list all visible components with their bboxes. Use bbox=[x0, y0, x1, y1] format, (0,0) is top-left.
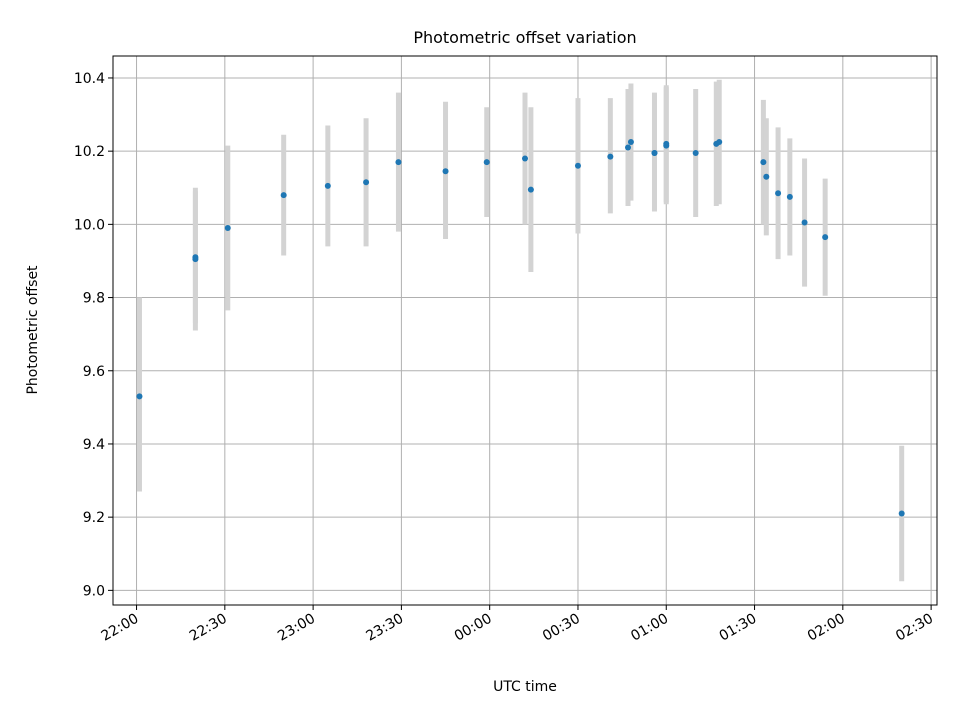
data-point bbox=[760, 159, 767, 166]
data-point bbox=[627, 139, 634, 146]
y-tick-label: 10.0 bbox=[74, 217, 105, 233]
y-tick-label: 9.4 bbox=[83, 437, 105, 453]
data-point bbox=[651, 149, 658, 156]
data-point bbox=[775, 190, 782, 197]
data-point bbox=[395, 159, 402, 166]
y-tick-label: 10.2 bbox=[74, 144, 105, 160]
data-point bbox=[716, 139, 723, 146]
data-point bbox=[801, 219, 808, 226]
y-tick-label: 9.2 bbox=[83, 510, 105, 526]
data-point bbox=[607, 153, 614, 160]
data-point bbox=[763, 173, 770, 180]
y-tick-label: 10.4 bbox=[74, 71, 105, 87]
data-point bbox=[625, 144, 631, 151]
y-tick-label: 9.8 bbox=[83, 291, 105, 307]
data-point bbox=[692, 149, 699, 156]
data-point bbox=[192, 256, 199, 263]
data-point bbox=[363, 179, 370, 186]
chart-title: Photometric offset variation bbox=[413, 28, 636, 47]
data-point bbox=[324, 182, 331, 189]
data-point bbox=[898, 510, 905, 517]
data-point bbox=[136, 393, 143, 400]
y-tick-label: 9.0 bbox=[83, 583, 105, 599]
data-points bbox=[136, 139, 905, 517]
plot-frame bbox=[112, 55, 938, 606]
data-point bbox=[786, 193, 793, 200]
y-axis-label: Photometric offset bbox=[25, 265, 41, 395]
data-point bbox=[663, 142, 670, 149]
y-tick-label: 9.6 bbox=[83, 364, 105, 380]
data-point bbox=[483, 159, 490, 166]
x-axis-label: UTC time bbox=[493, 679, 557, 695]
data-point bbox=[527, 186, 534, 193]
data-point bbox=[522, 155, 528, 162]
data-point bbox=[224, 225, 231, 232]
data-point bbox=[442, 168, 449, 175]
data-point bbox=[574, 162, 581, 169]
data-point bbox=[822, 234, 829, 241]
data-point bbox=[280, 192, 287, 199]
